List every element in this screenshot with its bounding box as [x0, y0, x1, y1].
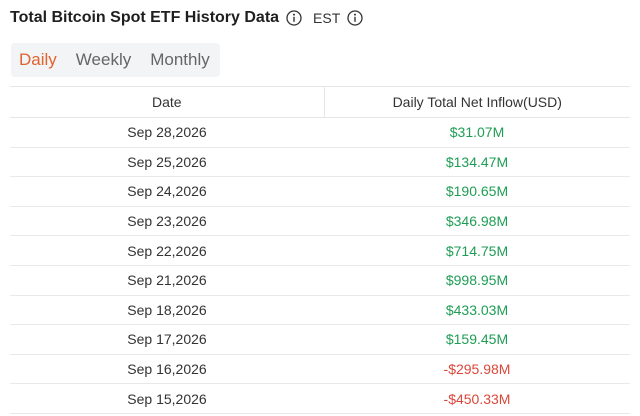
tab-weekly[interactable]: Weekly: [75, 50, 132, 69]
inflow-cell: $714.75M: [324, 235, 630, 266]
table-row: Sep 24,2026 $190.65M: [10, 176, 630, 207]
date-cell: Sep 24,2026: [10, 176, 324, 207]
date-cell: Sep 22,2026: [10, 235, 324, 266]
date-cell: Sep 15,2026: [10, 383, 324, 414]
inflow-cell: $998.95M: [324, 265, 630, 296]
table-row: Sep 28,2026 $31.07M: [10, 117, 630, 148]
inflow-cell: -$450.33M: [324, 383, 630, 414]
date-cell: Sep 16,2026: [10, 354, 324, 385]
inflow-cell: $346.98M: [324, 206, 630, 237]
inflow-cell: $159.45M: [324, 324, 630, 355]
date-cell: Sep 23,2026: [10, 206, 324, 237]
date-cell: Sep 21,2026: [10, 265, 324, 296]
tab-monthly[interactable]: Monthly: [150, 50, 210, 69]
date-cell: Sep 18,2026: [10, 295, 324, 326]
table-row: Sep 22,2026 $714.75M: [10, 235, 630, 266]
table-row: Sep 18,2026 $433.03M: [10, 295, 630, 326]
inflow-cell: $134.47M: [324, 147, 630, 178]
info-icon[interactable]: [286, 10, 302, 26]
inflow-cell: $433.03M: [324, 295, 630, 326]
period-tabs: Daily Weekly Monthly: [11, 43, 220, 77]
table-header-row: Date Daily Total Net Inflow(USD): [10, 86, 630, 118]
table-row: Sep 15,2026 -$450.33M: [10, 383, 630, 414]
column-header-inflow[interactable]: Daily Total Net Inflow(USD): [324, 86, 630, 118]
inflow-cell: -$295.98M: [324, 354, 630, 385]
page-title: Total Bitcoin Spot ETF History Data: [10, 9, 280, 26]
table-row: Sep 21,2026 $998.95M: [10, 265, 630, 296]
date-cell: Sep 17,2026: [10, 324, 324, 355]
table-row: Sep 16,2026 -$295.98M: [10, 354, 630, 385]
date-cell: Sep 25,2026: [10, 147, 324, 178]
table-row: Sep 17,2026 $159.45M: [10, 324, 630, 355]
tab-daily[interactable]: Daily: [19, 50, 57, 69]
timezone-label: EST: [313, 10, 341, 26]
table-row: Sep 23,2026 $346.98M: [10, 206, 630, 237]
inflow-cell: $190.65M: [324, 176, 630, 207]
column-header-date[interactable]: Date: [10, 86, 325, 118]
date-cell: Sep 28,2026: [10, 117, 324, 148]
page-header: Total Bitcoin Spot ETF History Data EST: [10, 6, 363, 30]
inflow-cell: $31.07M: [324, 117, 630, 148]
etf-history-table: Date Daily Total Net Inflow(USD) Sep 28,…: [10, 86, 630, 414]
table-row: Sep 25,2026 $134.47M: [10, 147, 630, 178]
timezone-info-icon[interactable]: [347, 10, 363, 26]
